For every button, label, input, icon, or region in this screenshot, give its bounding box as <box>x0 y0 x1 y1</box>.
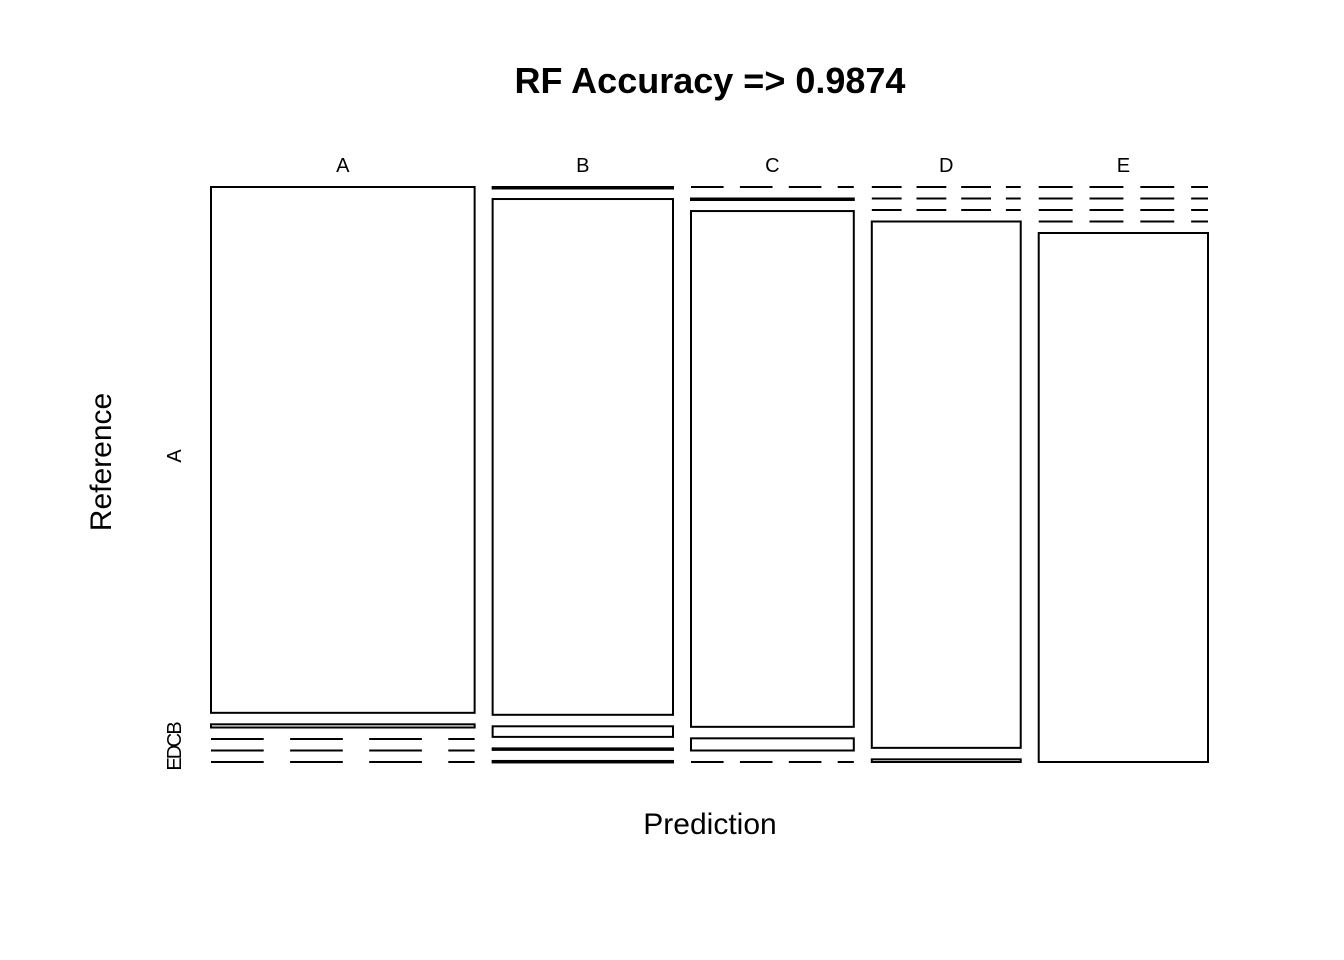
cell-a-b <box>210 723 476 729</box>
cell-a-a <box>210 186 476 714</box>
column-label-a: A <box>336 155 350 177</box>
x-axis-label: Prediction <box>643 808 776 841</box>
column-label-b: B <box>576 155 589 177</box>
row-label-a: A <box>164 449 186 463</box>
cell-c-d <box>690 737 855 752</box>
cell-c-b <box>690 197 855 201</box>
row-label-c: C <box>164 733 186 747</box>
row-label-d: D <box>164 745 186 759</box>
row-label-b: B <box>164 721 186 734</box>
cell-b-b <box>491 198 674 716</box>
cell-b-e <box>491 759 674 764</box>
cell-c-c <box>690 210 855 728</box>
cell-d-e <box>870 758 1022 763</box>
cell-b-c <box>491 725 674 738</box>
column-label-c: C <box>765 155 779 177</box>
cell-b-a <box>491 186 674 190</box>
cell-d-d <box>870 220 1022 749</box>
column-label-d: D <box>939 155 953 177</box>
y-axis-label: Reference <box>85 393 118 531</box>
row-label-e: E <box>164 757 186 770</box>
chart-title: RF Accuracy => 0.9874 <box>515 60 906 101</box>
cell-e-e <box>1037 232 1209 763</box>
column-label-e: E <box>1117 155 1130 177</box>
cell-b-d <box>491 747 674 751</box>
